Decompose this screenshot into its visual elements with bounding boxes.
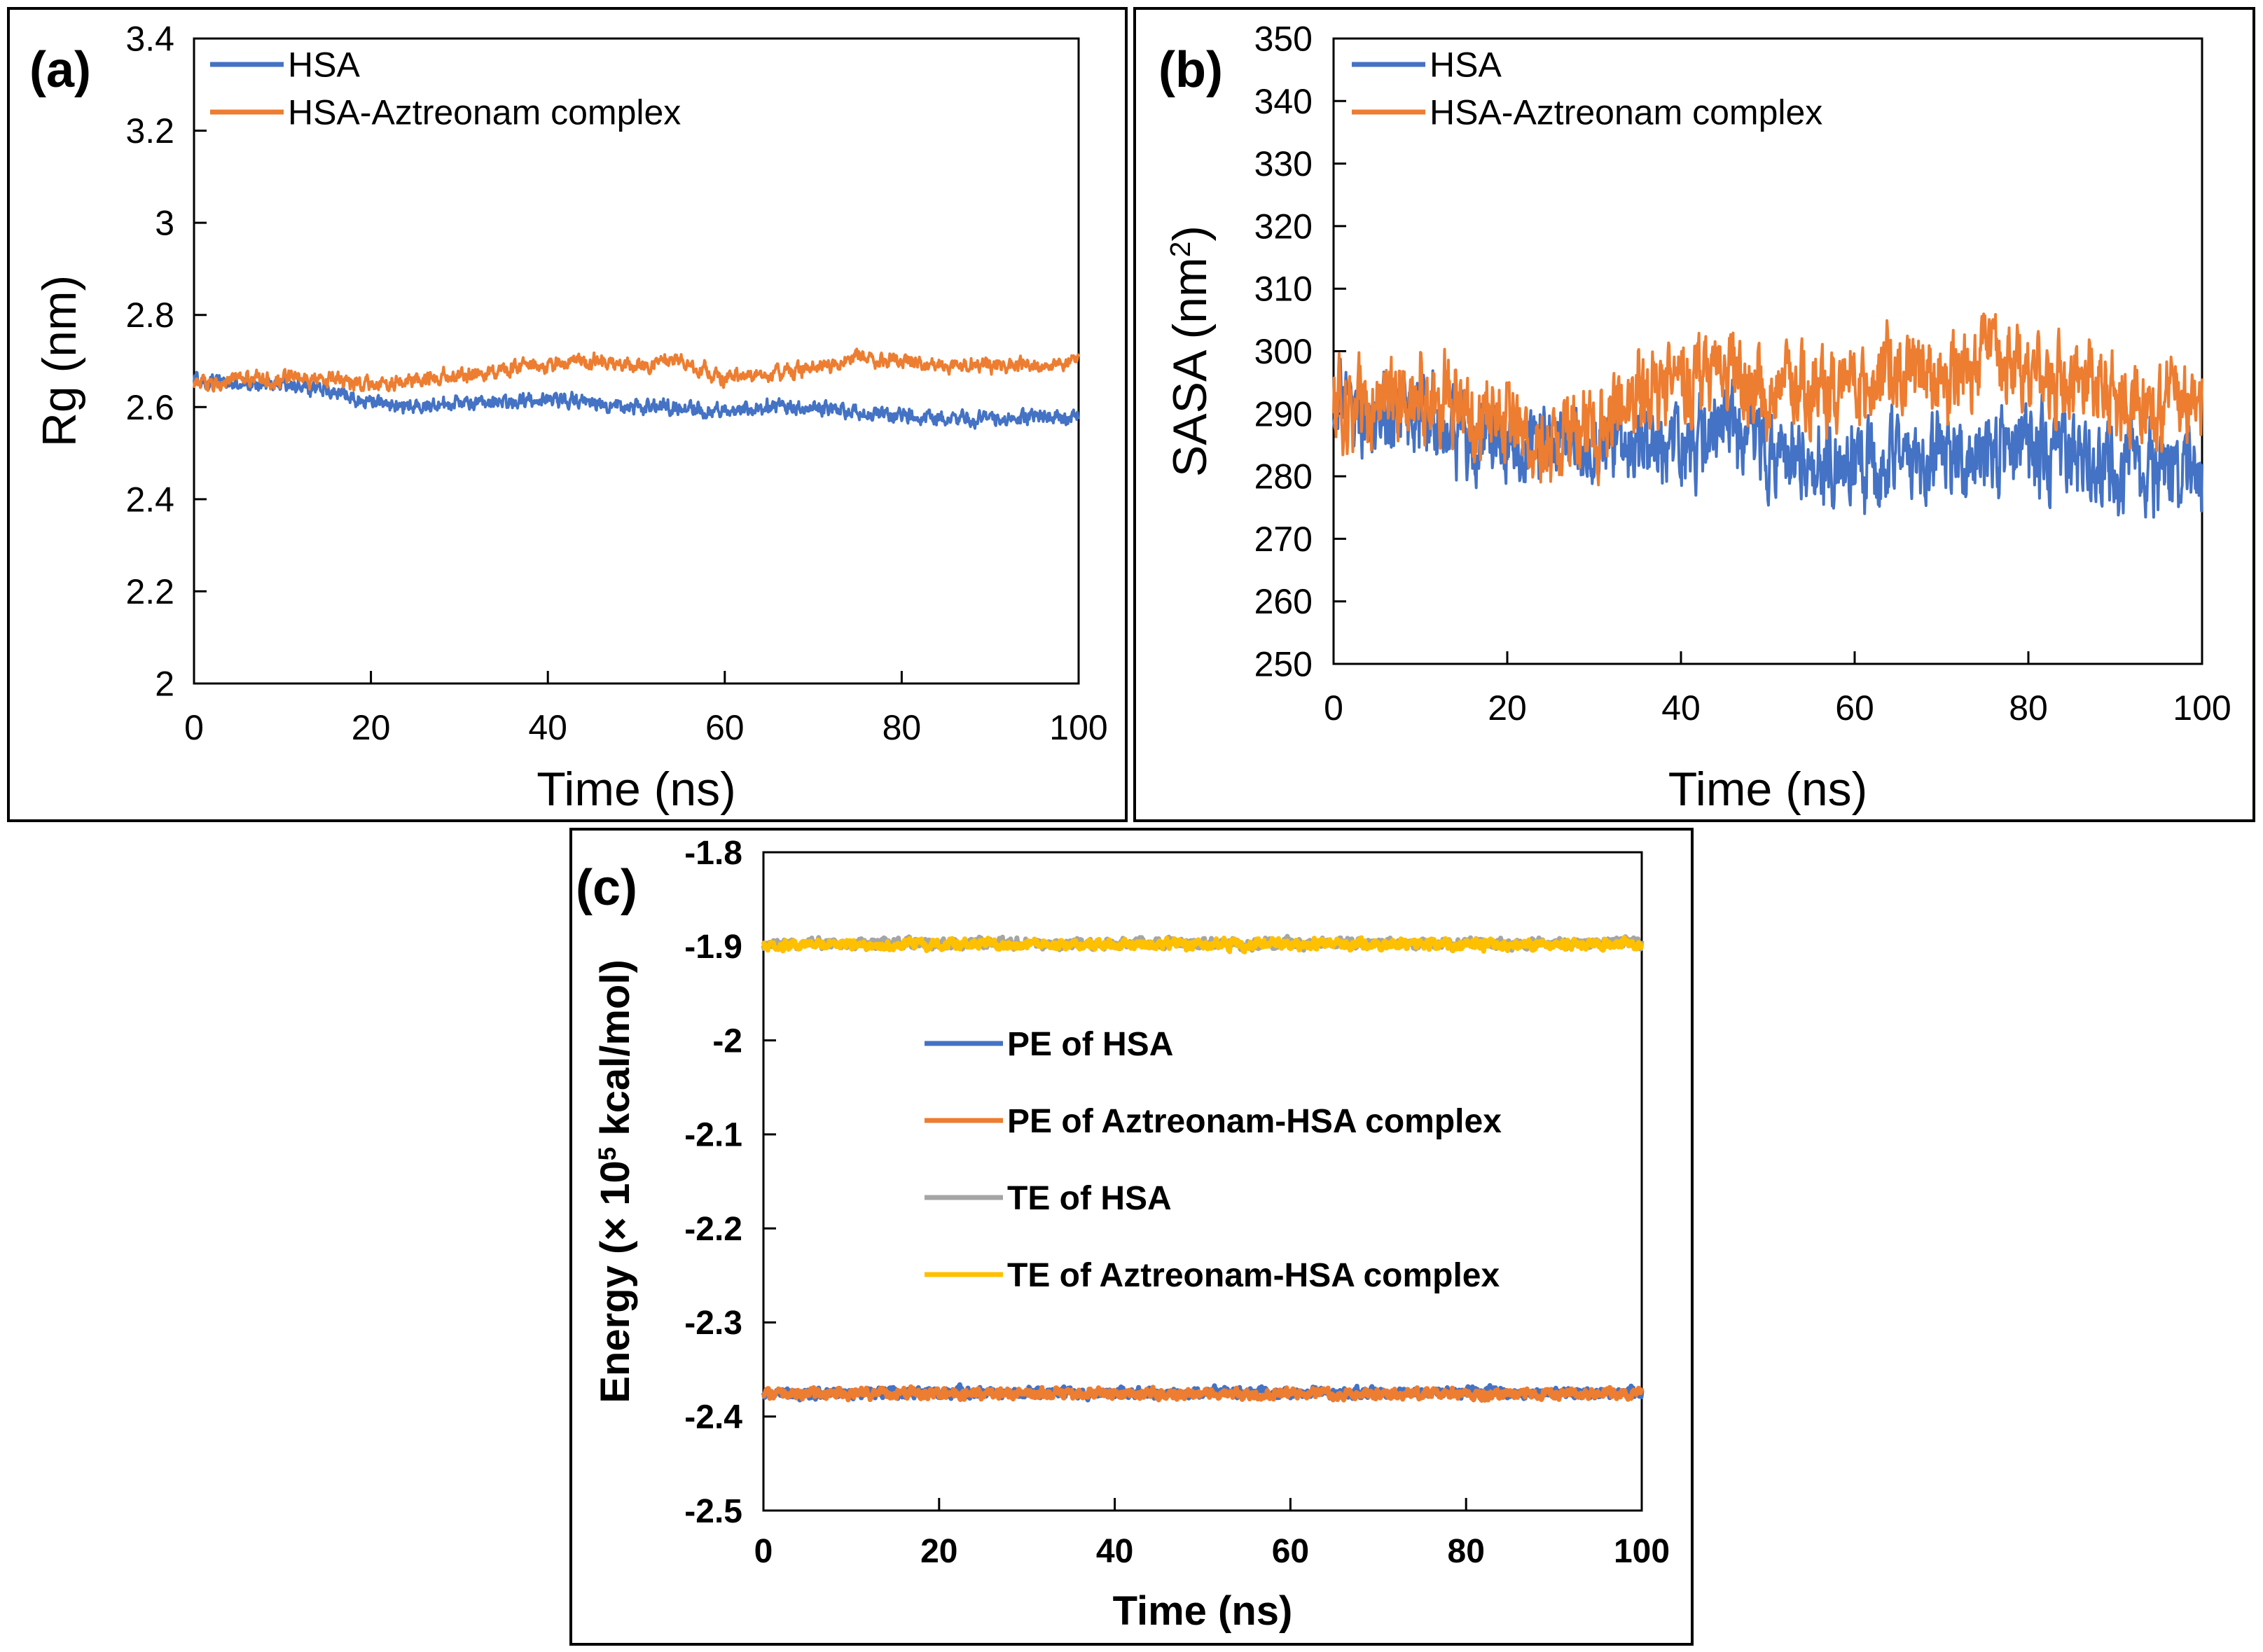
- y-tick-label: 2.4: [125, 480, 174, 519]
- x-tick-label: 0: [754, 1533, 773, 1570]
- x-tick-label: 100: [1614, 1533, 1670, 1570]
- y-tick-label: -1.9: [684, 929, 742, 966]
- plot-area: [193, 37, 1080, 685]
- y-axis-label: SASA (nm2): [1163, 225, 1217, 477]
- x-tick-label: 0: [184, 708, 204, 747]
- y-tick-label: 3.4: [125, 20, 174, 59]
- x-tick-label: 20: [352, 708, 391, 747]
- legend-label: TE of HSA: [1007, 1180, 1172, 1217]
- y-tick-label: 2.6: [125, 388, 174, 427]
- y-tick-label: 280: [1254, 457, 1313, 497]
- y-tick-label: 330: [1254, 144, 1313, 183]
- legend: PE of HSA PE of Aztreonam-HSA complex TE o…: [925, 1026, 1502, 1294]
- panel-frame: [1133, 7, 2255, 822]
- x-tick-label: 80: [883, 708, 922, 747]
- y-tick-label: -2.5: [684, 1493, 742, 1530]
- panel-frame: [7, 7, 1128, 822]
- chart-panel-a: 0 20 40 60 80 100 2 2.2 2.4 2.6 2.8 3 3.2 3.4 Time (ns…: [7, 7, 1128, 822]
- y-axis-label-text: SASA (nm: [1163, 257, 1217, 477]
- x-tick-label: 100: [2173, 688, 2231, 728]
- x-tick-label: 20: [1488, 688, 1527, 728]
- x-axis-label: Time (ns): [1668, 763, 1868, 816]
- x-tick-label: 60: [1835, 688, 1874, 728]
- y-tick-label: -2.1: [684, 1117, 742, 1154]
- y-axis-label-unit: ): [1163, 225, 1217, 242]
- y-tick-label: -2.3: [684, 1305, 742, 1342]
- series-line-4: [761, 935, 1645, 955]
- y-tick-label: -2.4: [684, 1399, 742, 1436]
- panel-label: (b): [1158, 42, 1223, 98]
- x-axis-label: Time (ns): [1113, 1588, 1293, 1634]
- panel-frame: [569, 828, 1694, 1646]
- x-tick-label: 20: [920, 1533, 957, 1570]
- x-axis-label: Time (ns): [537, 763, 736, 816]
- legend-label: PE of Aztreonam-HSA complex: [1007, 1103, 1502, 1140]
- y-tick-label: 2.8: [125, 296, 174, 335]
- y-tick-label: -1.8: [684, 835, 742, 872]
- y-tick-label: 2.2: [125, 572, 174, 611]
- y-tick-label: 310: [1254, 270, 1313, 309]
- chart-panel-c: 0 20 40 60 80 100 -2.5 -2.4 -2.3 -2.2 -2.1 -2 -1.9 -1…: [569, 828, 1694, 1646]
- x-tick-label: 40: [1661, 688, 1701, 728]
- y-tick-label: -2: [712, 1022, 742, 1060]
- y-axis-label-text: Energy (× 10: [593, 1160, 638, 1403]
- panel-label: (c): [576, 860, 637, 916]
- y-tick-label: 340: [1254, 82, 1313, 121]
- x-tick-label: 40: [528, 708, 567, 747]
- series-line-2: [193, 347, 1080, 393]
- y-axis-label-unit: kcal/mol): [593, 959, 638, 1147]
- y-tick-label: 270: [1254, 520, 1313, 559]
- legend-label: TE of Aztreonam-HSA complex: [1007, 1257, 1500, 1294]
- legend: HSA HSA-Aztreonam complex: [210, 46, 681, 132]
- y-axis-label: Energy (× 105 kcal/mol): [593, 959, 638, 1403]
- legend-label: HSA: [288, 46, 360, 85]
- y-tick-label: 300: [1254, 332, 1313, 371]
- y-axis-label-superscript: 5: [594, 1147, 621, 1160]
- x-tick-label: 0: [1324, 688, 1343, 728]
- legend-label: HSA-Aztreonam complex: [1430, 93, 1822, 132]
- y-axis-label-superscript: 2: [1164, 242, 1196, 258]
- y-tick-label: 2: [155, 665, 174, 704]
- plot-area: [1332, 37, 2203, 665]
- series-line-2: [1332, 312, 2203, 487]
- legend: HSA HSA-Aztreonam complex: [1352, 46, 1822, 132]
- y-tick-label: 320: [1254, 207, 1313, 246]
- series-line-1: [193, 370, 1080, 430]
- y-tick-label: 3: [155, 204, 174, 243]
- legend-label: PE of HSA: [1007, 1026, 1173, 1063]
- y-tick-label: 350: [1254, 20, 1313, 59]
- x-tick-label: 100: [1049, 708, 1107, 747]
- y-tick-label: 290: [1254, 394, 1313, 433]
- x-tick-label: 60: [1272, 1533, 1309, 1570]
- y-axis-label: Rg (nm): [33, 275, 86, 447]
- x-tick-label: 80: [2009, 688, 2048, 728]
- series-line-2: [761, 1384, 1645, 1403]
- x-tick-label: 80: [1448, 1533, 1485, 1570]
- y-axis-label-text: Rg (nm): [33, 275, 86, 447]
- x-tick-label: 60: [705, 708, 745, 747]
- legend-label: HSA: [1430, 46, 1502, 85]
- plot-area: [762, 851, 1643, 1512]
- y-tick-label: 250: [1254, 645, 1313, 684]
- legend-label: HSA-Aztreonam complex: [288, 93, 681, 132]
- x-tick-label: 40: [1096, 1533, 1133, 1570]
- chart-panel-b: 0 20 40 60 80 100 250 260 270 280 290 300 310 320 330 3…: [1133, 7, 2255, 822]
- panel-label: (a): [29, 42, 91, 98]
- series-line-1: [1332, 357, 2203, 519]
- y-tick-label: -2.2: [684, 1211, 742, 1248]
- y-tick-label: 3.2: [125, 111, 174, 151]
- y-tick-label: 260: [1254, 582, 1313, 621]
